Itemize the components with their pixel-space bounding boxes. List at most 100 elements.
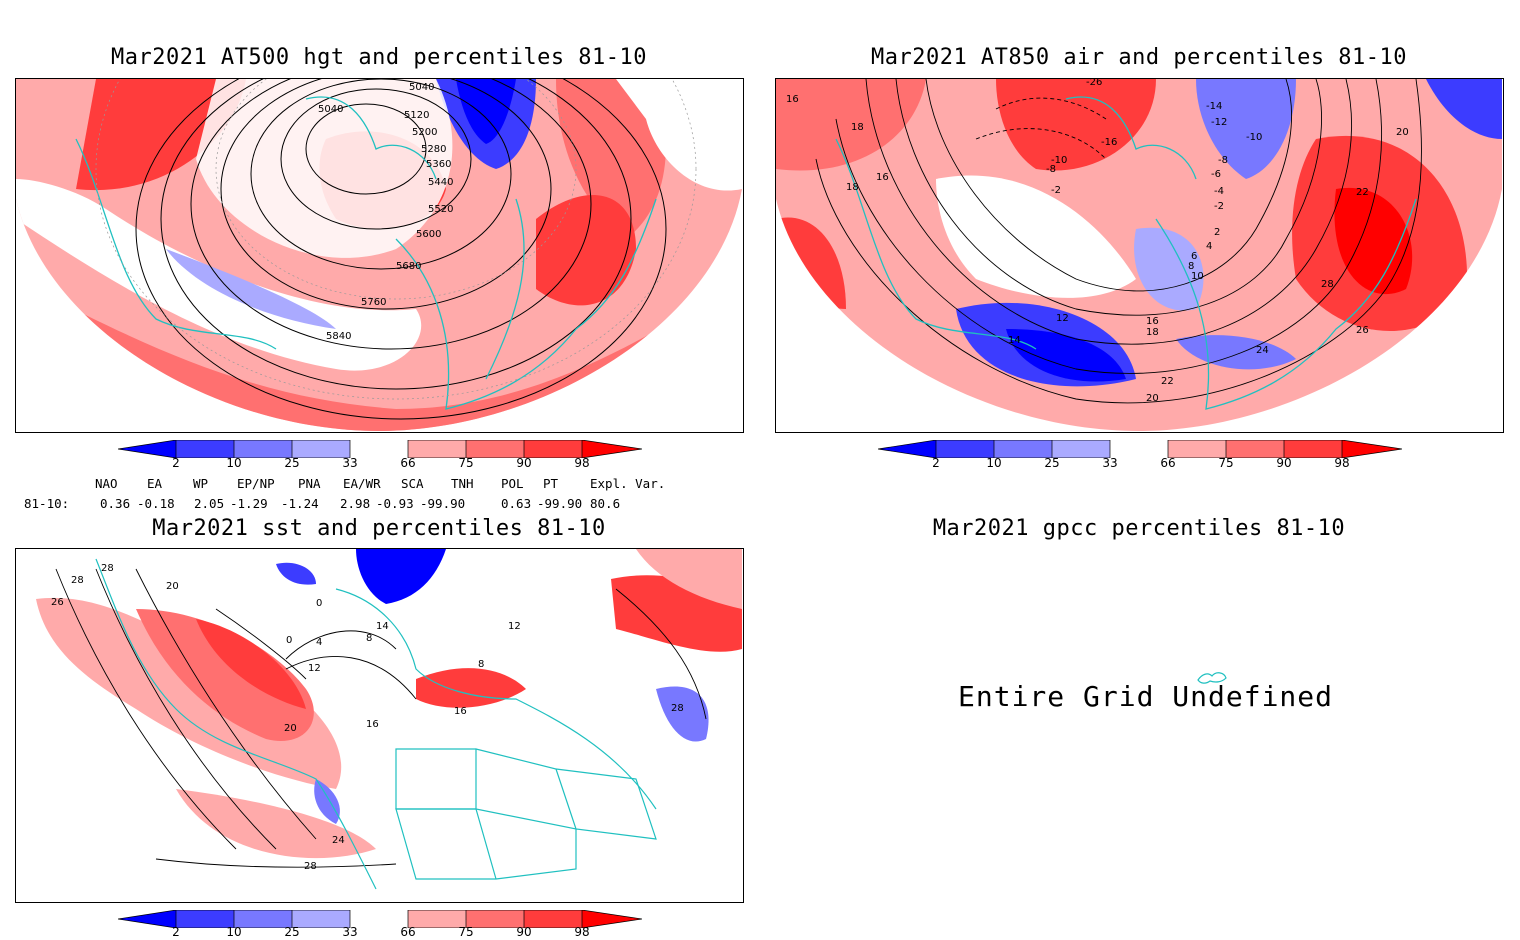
colorbar-tick: 10 xyxy=(226,456,242,470)
contour-label: 28 xyxy=(304,861,317,872)
index-value: -0.18 xyxy=(137,496,175,511)
coastline xyxy=(305,96,437,180)
contour-label: -2 xyxy=(1051,185,1061,196)
index-value: -99.90 xyxy=(537,496,583,511)
percentile-fill-region xyxy=(276,562,316,585)
colorbar-tick: 33 xyxy=(342,456,358,470)
index-value: -1.29 xyxy=(230,496,268,511)
contour-label: 5200 xyxy=(412,127,437,138)
colorbar-swatches xyxy=(877,439,1403,459)
contour-label: 28 xyxy=(101,563,114,574)
colorbar-tick: 75 xyxy=(458,925,474,939)
sst-contour xyxy=(615,588,707,720)
index-row-label: 81-10: xyxy=(24,496,70,511)
coastline xyxy=(485,198,525,380)
sst-contour xyxy=(135,568,317,840)
contour-label: 20 xyxy=(284,723,297,734)
air-map-panel: -26 -14 -12 -10 -8 -6 -4 -2 2 4 6 8 10 1… xyxy=(775,78,1504,433)
colorbar-swatches xyxy=(117,439,643,459)
contour-label: 5360 xyxy=(426,159,451,170)
percentile-fill-region xyxy=(196,619,306,709)
percentile-fill-region xyxy=(776,79,926,171)
colorbar-tick: 90 xyxy=(1276,456,1292,470)
colorbar-top-left: 2 10 25 33 66 75 90 98 xyxy=(117,439,643,470)
contour-label: -10 xyxy=(1246,132,1262,143)
sst-contour xyxy=(55,568,237,850)
index-value: -99.90 xyxy=(420,496,466,511)
colorbar-tick: 98 xyxy=(574,925,590,939)
colorbar-tick: 25 xyxy=(284,456,300,470)
contour-label: 5120 xyxy=(404,110,429,121)
temperature-contour xyxy=(895,79,1322,316)
percentile-fill-region xyxy=(1426,79,1502,139)
hgt-panel-title: Mar2021 AT500 hgt and percentiles 81-10 xyxy=(110,45,648,70)
percentile-fill-region xyxy=(1006,329,1126,382)
colorbar-swatch xyxy=(118,440,176,458)
colorbar-swatch xyxy=(408,440,466,458)
coastline xyxy=(75,138,277,350)
contour-label: -8 xyxy=(1218,155,1228,166)
contour-label: 0 xyxy=(286,635,292,646)
coastline xyxy=(835,138,1037,350)
colorbar-tick: 66 xyxy=(1160,456,1176,470)
colorbar-tick: 98 xyxy=(1334,456,1350,470)
sst-contour xyxy=(155,858,397,868)
height-contour xyxy=(135,79,667,420)
percentile-fill-region xyxy=(616,79,742,191)
colorbar-tick: 33 xyxy=(1102,456,1118,470)
index-header: PNA xyxy=(298,476,321,491)
contour-label: 10 xyxy=(1191,271,1204,282)
index-header: Expl. Var. xyxy=(590,476,666,491)
colorbar-tick: 75 xyxy=(458,456,474,470)
colorbar-tick: 2 xyxy=(172,925,180,939)
index-header: EP/NP xyxy=(237,476,275,491)
sst-map: 28 28 20 26 0 0 4 8 12 14 16 20 24 28 28… xyxy=(16,549,742,901)
contour-label: -6 xyxy=(1211,169,1221,180)
percentile-fill-region xyxy=(996,79,1156,171)
colorbar-swatch xyxy=(408,910,466,928)
coastline xyxy=(395,198,657,410)
colorbar-tick: 90 xyxy=(516,456,532,470)
index-header: PT xyxy=(543,476,559,491)
temperature-contour xyxy=(835,79,1383,374)
colorbar-tick: 10 xyxy=(986,456,1002,470)
sst-map-panel: 28 28 20 26 0 0 4 8 12 14 16 20 24 28 28… xyxy=(15,548,744,903)
height-contour xyxy=(280,88,472,230)
colorbar-swatch xyxy=(936,440,994,458)
contour-label: 20 xyxy=(1396,127,1409,138)
percentile-fill-region xyxy=(166,249,336,329)
height-contour xyxy=(250,79,512,270)
contour-label: 14 xyxy=(1008,335,1021,346)
index-header: SCA xyxy=(401,476,424,491)
contour-label: 5040 xyxy=(318,104,343,115)
colorbar-swatches xyxy=(117,909,643,929)
contour-label: -26 xyxy=(1086,79,1102,88)
contour-label: 6 xyxy=(1191,251,1197,262)
contour-label: -4 xyxy=(1214,186,1224,197)
contour-label: 5040 xyxy=(409,82,434,93)
colorbar-swatch xyxy=(1052,440,1110,458)
contour-label: 12 xyxy=(508,621,521,632)
colorbar-swatch xyxy=(524,910,582,928)
height-contour xyxy=(220,79,552,310)
contour-label: 12 xyxy=(308,663,321,674)
colorbar-tick: 33 xyxy=(342,925,358,939)
contour-label: 4 xyxy=(316,637,322,648)
colorbar-tick: 98 xyxy=(574,456,590,470)
index-value: -1.24 xyxy=(281,496,319,511)
contour-label: 16 xyxy=(1146,316,1159,327)
colorbar-swatch xyxy=(234,440,292,458)
colorbar-tick: 75 xyxy=(1218,456,1234,470)
contour-label: -2 xyxy=(1214,201,1224,212)
colorbar-tick: 2 xyxy=(932,456,940,470)
height-contour xyxy=(305,103,427,195)
contour-label: 5520 xyxy=(428,204,453,215)
colorbar-tick: 66 xyxy=(400,925,416,939)
percentile-fill-region xyxy=(536,195,636,306)
colorbar-swatch xyxy=(292,910,350,928)
latitude-gridline xyxy=(215,79,577,300)
percentile-fill-region xyxy=(776,217,846,309)
contour-label: 24 xyxy=(1256,345,1269,356)
colorbar-swatch xyxy=(994,440,1052,458)
colorbar-swatch xyxy=(1342,440,1402,458)
